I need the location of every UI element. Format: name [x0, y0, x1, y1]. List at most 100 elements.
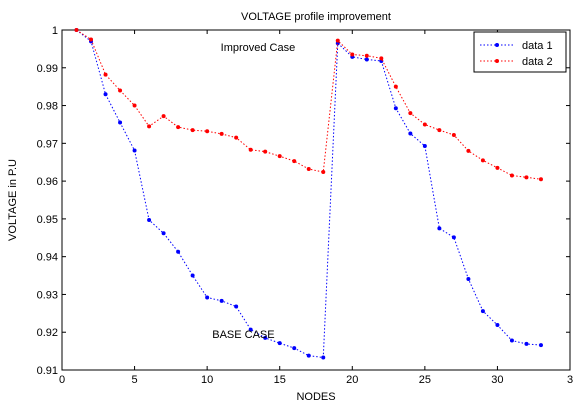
data-point	[379, 56, 384, 61]
data-point	[437, 226, 442, 231]
data-point	[321, 170, 326, 175]
data-point	[132, 103, 137, 108]
x-tick-label: 30	[491, 374, 503, 386]
data-point	[248, 147, 253, 152]
data-point	[437, 128, 442, 133]
chart-title: VOLTAGE profile improvement	[241, 11, 391, 23]
data-point	[263, 335, 268, 340]
y-tick-label: 1	[52, 25, 58, 37]
data-point	[219, 131, 224, 136]
axes: 0 5 10 15 20 25 30 3 0.91 0.92 0.93 0.94 0.95 0.96 0.9…	[37, 25, 573, 386]
y-tick-label: 0.94	[37, 252, 58, 264]
data-point	[350, 52, 355, 57]
data-point	[118, 88, 123, 93]
y-tick-label: 0.92	[37, 327, 58, 339]
data-point	[234, 135, 239, 140]
data-point	[393, 106, 398, 111]
data-point	[103, 72, 108, 77]
data-point	[509, 173, 514, 178]
plot-area	[62, 30, 570, 370]
data-point	[393, 84, 398, 89]
series-data-1	[74, 28, 543, 360]
data-point	[335, 38, 340, 43]
legend-swatch-marker	[495, 43, 499, 47]
data-point	[422, 122, 427, 127]
data-point	[248, 327, 253, 332]
y-tick-label: 0.96	[37, 176, 58, 188]
y-axis-label: VOLTAGE in P.U	[7, 159, 19, 241]
legend-label: data 1	[522, 40, 553, 52]
x-tick-label: 20	[346, 374, 358, 386]
data-point	[205, 129, 210, 134]
data-point	[408, 111, 413, 116]
x-tick-label: 25	[419, 374, 431, 386]
data-point	[538, 177, 543, 182]
legend-label: data 2	[522, 56, 553, 68]
data-point	[524, 175, 529, 180]
data-point	[509, 338, 514, 343]
data-point	[364, 53, 369, 58]
data-point	[277, 154, 282, 159]
x-tick-label: 0	[59, 374, 65, 386]
data-point	[89, 37, 94, 42]
data-point	[147, 218, 152, 223]
data-point	[103, 92, 108, 97]
data-point	[495, 323, 500, 328]
data-point	[74, 28, 79, 32]
series-line	[76, 29, 542, 359]
x-tick-label: 10	[201, 374, 213, 386]
data-point	[190, 128, 195, 133]
data-point	[422, 143, 427, 148]
data-point	[161, 231, 166, 236]
annotation-label: BASE CASE	[212, 329, 274, 341]
data-point	[480, 158, 485, 163]
data-point	[451, 235, 456, 240]
data-point	[147, 124, 152, 129]
data-point	[219, 298, 224, 303]
data-point	[524, 341, 529, 346]
y-tick-label: 0.97	[37, 138, 58, 150]
y-tick-label: 0.99	[37, 63, 58, 75]
data-point	[263, 149, 268, 154]
data-point	[132, 148, 137, 153]
data-point	[292, 159, 297, 164]
data-point	[538, 343, 543, 348]
x-axis-label: NODES	[296, 391, 335, 403]
data-point	[190, 273, 195, 278]
data-point	[176, 249, 181, 254]
y-tick-label: 0.98	[37, 101, 58, 113]
data-point	[364, 57, 369, 62]
legend-swatch-marker	[495, 59, 499, 63]
x-tick-label: 15	[274, 374, 286, 386]
data-point	[408, 131, 413, 136]
annotation-label: Improved Case	[221, 42, 296, 54]
data-point	[234, 304, 239, 309]
series-data-2	[74, 28, 543, 182]
legend-box	[473, 31, 567, 73]
legend: data 1 data 2	[473, 31, 567, 73]
data-point	[292, 346, 297, 351]
x-tick-label: 5	[132, 374, 138, 386]
annotations: Improved Case BASE CASE	[212, 42, 295, 341]
x-tick-label: 3	[567, 374, 573, 386]
data-point	[306, 353, 311, 358]
data-point	[466, 148, 471, 153]
plot-frame	[61, 29, 571, 371]
data-point	[277, 341, 282, 346]
data-point	[495, 165, 500, 170]
data-point	[176, 125, 181, 130]
data-series	[74, 28, 543, 360]
y-tick-label: 0.93	[37, 289, 58, 301]
data-point	[466, 276, 471, 281]
data-point	[118, 120, 123, 125]
data-point	[306, 167, 311, 172]
data-point	[451, 133, 456, 138]
y-tick-label: 0.91	[37, 365, 58, 377]
data-point	[480, 309, 485, 314]
data-point	[161, 114, 166, 119]
data-point	[205, 295, 210, 300]
y-tick-label: 0.95	[37, 214, 58, 226]
data-point	[321, 355, 326, 360]
